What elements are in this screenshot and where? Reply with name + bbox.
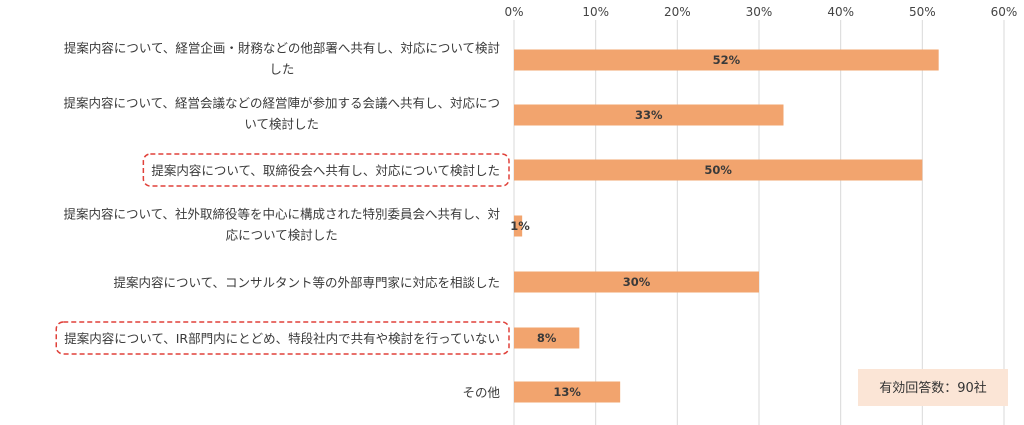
x-tick-label: 20% <box>664 5 691 19</box>
x-axis-ticks: 0% 10% 20% 30% 40% 50% 60% <box>504 5 1017 19</box>
x-tick-label: 10% <box>582 5 609 19</box>
note-box <box>858 369 1008 406</box>
bar <box>514 104 784 126</box>
bar <box>514 49 939 71</box>
data-label: 1% <box>510 219 530 233</box>
highlight-box <box>142 153 510 187</box>
data-label: 52% <box>713 53 741 67</box>
category-label: その他 <box>462 385 500 400</box>
x-tick-label: 50% <box>909 5 936 19</box>
bar <box>514 381 621 403</box>
category-label-cont: いて検討した <box>244 117 319 132</box>
x-tick-label: 40% <box>827 5 854 19</box>
gridlines <box>513 20 1005 425</box>
response-count-note: 有効回答数：90社 <box>858 369 1008 406</box>
category-labels: 提案内容について、経営企画・財務などの他部署へ共有し、対応について検討した提案内… <box>63 41 500 401</box>
data-label: 13% <box>553 385 581 399</box>
bar <box>514 215 523 237</box>
x-tick-label: 60% <box>991 5 1018 19</box>
category-label: 提案内容について、経営会議などの経営陣が参加する会議へ共有し、対応につ <box>63 96 500 111</box>
category-label: 提案内容について、コンサルタント等の外部専門家に対応を相談した <box>113 275 500 290</box>
category-label: 提案内容について、取締役会へ共有し、対応について検討した <box>151 163 500 178</box>
category-label-cont: 応について検討した <box>226 228 338 243</box>
x-tick-label: 30% <box>746 5 773 19</box>
bar <box>514 327 580 349</box>
data-label: 30% <box>623 275 651 289</box>
data-label: 50% <box>704 163 732 177</box>
data-labels: 52% 33% 50% 1% 30% 8% 13% <box>510 53 740 399</box>
highlight-box <box>55 321 510 355</box>
x-tick-label: 0% <box>504 5 523 19</box>
bars <box>514 49 939 403</box>
data-label: 8% <box>537 331 557 345</box>
category-label: 提案内容について、社外取締役等を中心に構成された特別委員会へ共有し、対 <box>63 207 500 222</box>
note-text: 有効回答数：90社 <box>879 380 987 396</box>
bar <box>514 271 759 293</box>
bar <box>514 159 923 181</box>
highlight-boxes <box>55 153 510 355</box>
data-label: 33% <box>635 108 663 122</box>
category-label-cont: した <box>269 62 294 77</box>
category-label: 提案内容について、IR部門内にとどめ、特段社内で共有や検討を行っていない <box>64 331 500 346</box>
category-label: 提案内容について、経営企画・財務などの他部署へ共有し、対応について検討 <box>64 41 500 56</box>
